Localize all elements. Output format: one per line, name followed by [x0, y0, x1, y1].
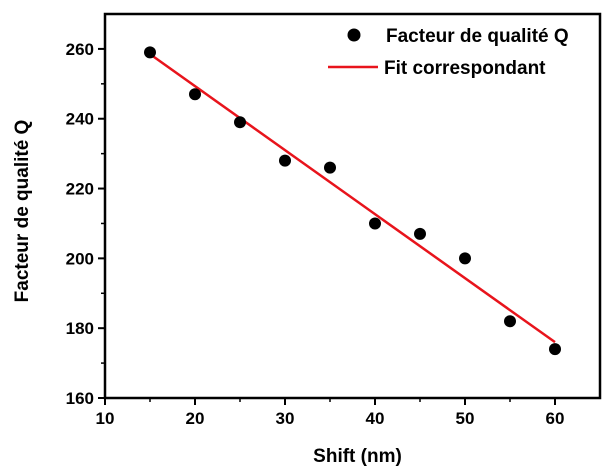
y-tick-label: 180	[66, 319, 94, 338]
y-tick-label: 260	[66, 40, 94, 59]
x-axis-title: Shift (nm)	[313, 446, 402, 467]
data-point	[324, 161, 336, 174]
fit-line	[149, 53, 556, 344]
data-point	[144, 46, 156, 59]
data-point	[279, 154, 291, 167]
series-layer	[144, 46, 561, 356]
x-tick-label: 40	[366, 409, 385, 428]
data-point	[549, 343, 561, 356]
data-point	[504, 315, 516, 328]
y-tick-label: 160	[66, 389, 94, 408]
data-point	[369, 217, 381, 230]
legend-marker-scatter	[347, 28, 361, 42]
legend-label-fit: Fit correspondant	[384, 58, 546, 79]
y-tick-label: 240	[66, 110, 94, 129]
data-point	[234, 116, 246, 129]
data-point	[414, 227, 426, 240]
axis-ticks	[98, 47, 556, 405]
y-tick-label: 200	[66, 249, 94, 268]
data-point	[189, 88, 201, 101]
x-tick-label: 20	[186, 409, 205, 428]
x-tick-label: 60	[546, 409, 565, 428]
x-tick-label: 50	[456, 409, 475, 428]
legend: Facteur de qualité Q Fit correspondant	[328, 26, 569, 79]
legend-label-scatter: Facteur de qualité Q	[386, 26, 569, 47]
axis-tick-labels: 10 20 30 40 50 60 160 180 200 220 240 260	[66, 40, 565, 428]
x-tick-label: 10	[96, 409, 115, 428]
data-point	[459, 252, 471, 265]
y-tick-label: 220	[66, 180, 94, 199]
y-axis-title: Facteur de qualité Q	[12, 120, 33, 303]
x-tick-label: 30	[276, 409, 295, 428]
plot-frame	[103, 12, 602, 400]
